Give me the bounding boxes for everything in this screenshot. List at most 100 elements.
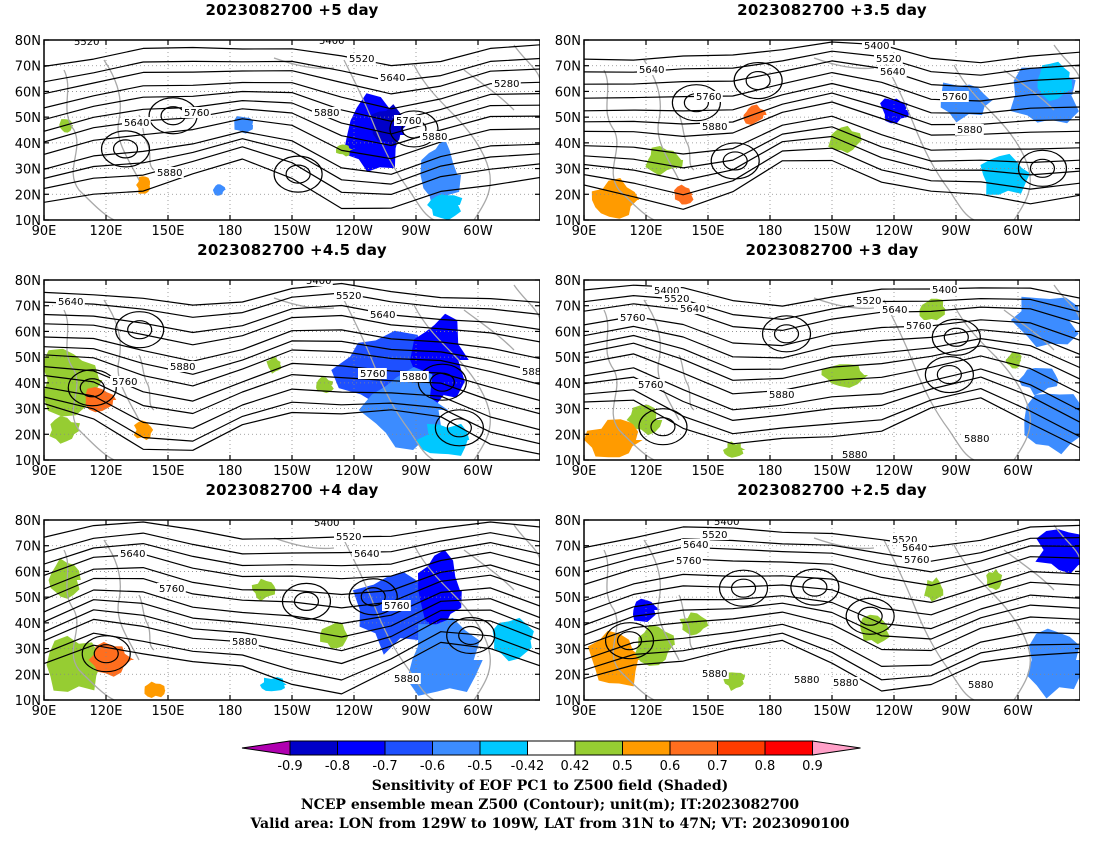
contour-label: 5880 [794,675,819,686]
contour-closed [671,84,721,122]
sensitivity-shading [1018,368,1059,396]
coastline [103,299,140,421]
coastline [463,309,515,351]
lon-tick-label: 180 [758,224,783,239]
contour-closed [936,364,962,385]
coastline [603,549,655,700]
lon-tick-label: 120W [875,704,913,719]
contour-line [44,564,540,596]
contour-label: 5880 [402,372,427,383]
contour-label: 5880 [232,637,257,648]
contour-label-bg [678,303,707,314]
lon-tick-label: 120W [875,224,913,239]
caption-line-3: Valid area: LON from 129W to 109W, LAT f… [250,816,850,832]
lat-tick-label: 30N [15,403,41,418]
contour-line [584,556,1080,586]
lat-tick-label: 20N [15,668,41,683]
contour-line [584,147,1080,196]
contour-closed [348,578,398,616]
contour-closed [857,606,883,626]
contour-closed [650,417,676,437]
contour-closed [417,363,467,401]
contour-label-bg [492,78,521,89]
contour-label: 5760 [184,108,209,119]
contour-label-bg [72,40,101,47]
sensitivity-shading [234,116,254,134]
colorbar-bin [337,740,386,756]
coastline [813,537,875,550]
contour-closed [100,130,151,168]
sensitivity-shading [633,598,660,622]
contour-line [44,314,540,346]
contour-label: 5640 [683,540,708,551]
sensitivity-shading [880,98,910,124]
lon-tick-label: 60W [1003,224,1033,239]
contour-line [584,325,1080,359]
sensitivity-shading [1037,61,1073,102]
contour-label-bg [955,124,984,135]
lat-tick-label: 10N [555,694,581,709]
coastline [63,309,115,460]
panel-title: 2023082700 +2.5 day [737,481,927,499]
map-panel-3: 2023082700 +4.5 day 5400 5640 5520 5640 5760… [0,240,540,480]
coastline [273,537,335,550]
contour-label-bg [792,674,821,685]
contour-closed [112,139,139,159]
contour-label-bg [880,304,909,315]
contour-line [584,524,1080,549]
contour-label-bg [400,371,429,382]
contour-label-bg [392,673,421,684]
lon-tick-label: 180 [758,704,783,719]
lat-tick-label: 80N [15,514,41,529]
colorbar-label: 0.42 [561,759,590,774]
lat-tick-label: 60N [15,85,41,100]
contour-line [584,571,1080,603]
contour-closed [458,625,484,646]
lon-tick-label: 150E [691,224,724,239]
contour-label: 5880 [170,362,195,373]
contour-line [44,521,540,540]
contour-line [44,100,540,135]
coastline [103,59,140,181]
contour-label: 5520 [702,530,727,541]
contour-label: 5880 [314,108,339,119]
lon-tick-label: 120W [335,704,373,719]
colorbar-bin [289,740,338,756]
contour-closed [115,311,165,349]
sensitivity-shading [492,617,534,662]
contour-line [584,639,1080,692]
lon-tick-label: 60W [1003,704,1033,719]
contour-line [44,68,540,95]
contour-label: 5640 [354,549,379,560]
colorbar-bin [574,740,623,756]
contour-label: 5400 [864,41,889,52]
contour-label-bg [662,293,691,304]
lat-tick-label: 40N [15,137,41,152]
lat-tick-label: 50N [555,351,581,366]
contour-label-bg [312,107,341,118]
lat-tick-label: 80N [15,274,41,289]
lon-tick-label: 60W [463,704,493,719]
panel-title: 2023082700 +3.5 day [737,1,927,19]
contour-label-bg [767,389,796,400]
contour-label-bg [368,309,397,320]
colorbar-bin [764,740,813,756]
contour-line [584,82,1080,114]
contour-label: 5760 [396,116,421,127]
contour-closed [722,151,748,171]
contour-label-bg [636,379,665,390]
contour-closed [730,578,757,598]
sensitivity-shading [427,194,463,220]
contour-label: 5400 [314,518,339,529]
contour-label: 5880 [964,434,989,445]
sensitivity-shading [743,104,767,125]
coastline [413,64,491,220]
contour-line [584,126,1080,169]
contour-label-bg [157,583,186,594]
lat-tick-label: 20N [15,188,41,203]
sensitivity-shading [48,558,81,599]
lat-tick-label: 30N [555,643,581,658]
coastline [343,299,435,460]
lat-tick-label: 40N [15,617,41,632]
contour-closed [638,408,688,446]
